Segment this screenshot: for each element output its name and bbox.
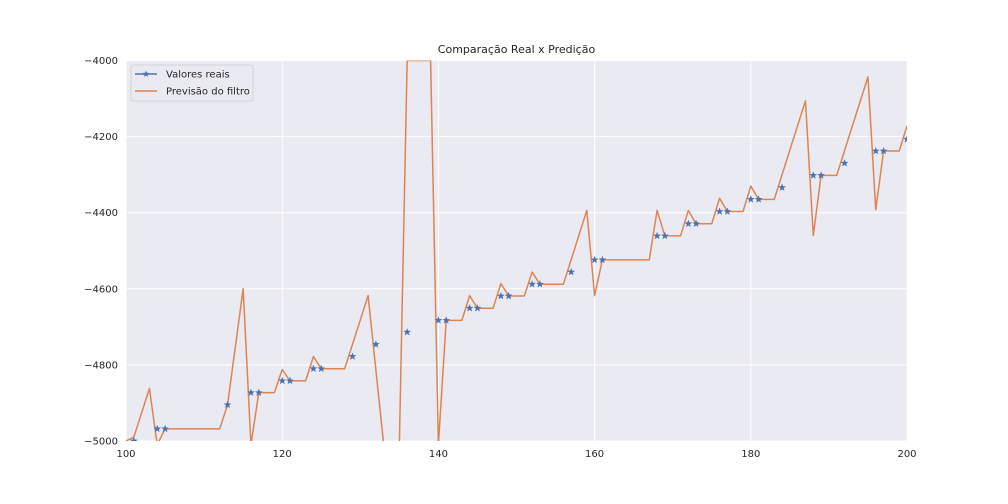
data-point-valores-reais	[653, 231, 662, 240]
series-layer	[126, 60, 907, 441]
data-point-valores-reais	[778, 183, 787, 191]
data-point-valores-reais	[590, 255, 599, 264]
legend-marker-star	[142, 70, 150, 77]
data-point-valores-reais	[153, 424, 162, 433]
tick-labels: 100 120 140 160 180 200 −5000 −4800 −4600 −4400 −4…	[84, 56, 916, 460]
legend-label-previsao-do-filtro: Previsão do filtro	[166, 87, 250, 98]
y-tick-label: −4400	[84, 208, 118, 219]
x-tick-label: 140	[429, 449, 448, 460]
data-point-valores-reais	[309, 364, 318, 373]
y-tick-label: −4800	[84, 360, 118, 371]
y-tick-label: −4000	[84, 56, 118, 67]
x-tick-label: 100	[116, 449, 135, 460]
data-point-valores-reais	[817, 171, 826, 179]
data-point-valores-reais	[161, 424, 170, 433]
data-point-valores-reais	[715, 207, 724, 215]
y-tick-label: −5000	[84, 437, 118, 448]
data-point-valores-reais	[286, 376, 294, 385]
legend-star-icon	[142, 70, 150, 77]
data-point-valores-reais	[278, 376, 287, 385]
y-tick-label: −4600	[84, 284, 118, 295]
data-point-valores-reais	[317, 364, 326, 373]
data-point-valores-reais	[567, 267, 576, 276]
legend: Valores reais Previsão do filtro	[130, 64, 254, 102]
data-point-valores-reais	[754, 195, 763, 203]
x-tick-label: 200	[897, 449, 916, 460]
data-point-valores-reais	[598, 255, 607, 264]
data-point-valores-reais	[254, 388, 263, 397]
data-point-valores-reais	[465, 304, 474, 312]
x-tick-label: 160	[585, 449, 604, 460]
data-point-valores-reais	[504, 291, 513, 300]
data-point-valores-reais	[223, 400, 232, 409]
data-point-valores-reais	[528, 280, 537, 288]
legend-label-valores-reais: Valores reais	[166, 70, 230, 81]
data-point-valores-reais	[371, 340, 380, 348]
data-point-valores-reais	[692, 219, 701, 228]
data-point-valores-reais	[871, 146, 880, 155]
data-point-valores-reais	[496, 291, 505, 300]
data-point-valores-reais	[660, 231, 669, 240]
grid	[125, 60, 908, 442]
data-point-valores-reais	[535, 280, 544, 288]
data-point-valores-reais	[246, 388, 255, 397]
data-point-valores-reais	[723, 207, 732, 215]
data-point-valores-reais	[684, 219, 693, 228]
plot-background	[126, 60, 907, 441]
data-point-valores-reais	[129, 436, 138, 441]
data-point-valores-reais	[809, 171, 818, 179]
x-tick-label: 180	[741, 449, 760, 460]
data-point-valores-reais	[473, 304, 482, 312]
data-point-valores-reais	[403, 328, 412, 336]
data-point-valores-reais	[434, 316, 443, 324]
x-tick-label: 120	[273, 449, 292, 460]
legend-box	[130, 64, 254, 102]
y-tick-label: −4200	[84, 132, 118, 143]
data-point-valores-reais	[840, 159, 849, 167]
data-point-valores-reais	[348, 352, 357, 360]
chart-title: Comparação Real x Predição	[438, 43, 596, 56]
data-point-valores-reais	[746, 195, 755, 203]
data-point-valores-reais	[442, 316, 451, 324]
data-point-valores-reais	[903, 135, 907, 143]
data-point-valores-reais	[879, 146, 888, 155]
